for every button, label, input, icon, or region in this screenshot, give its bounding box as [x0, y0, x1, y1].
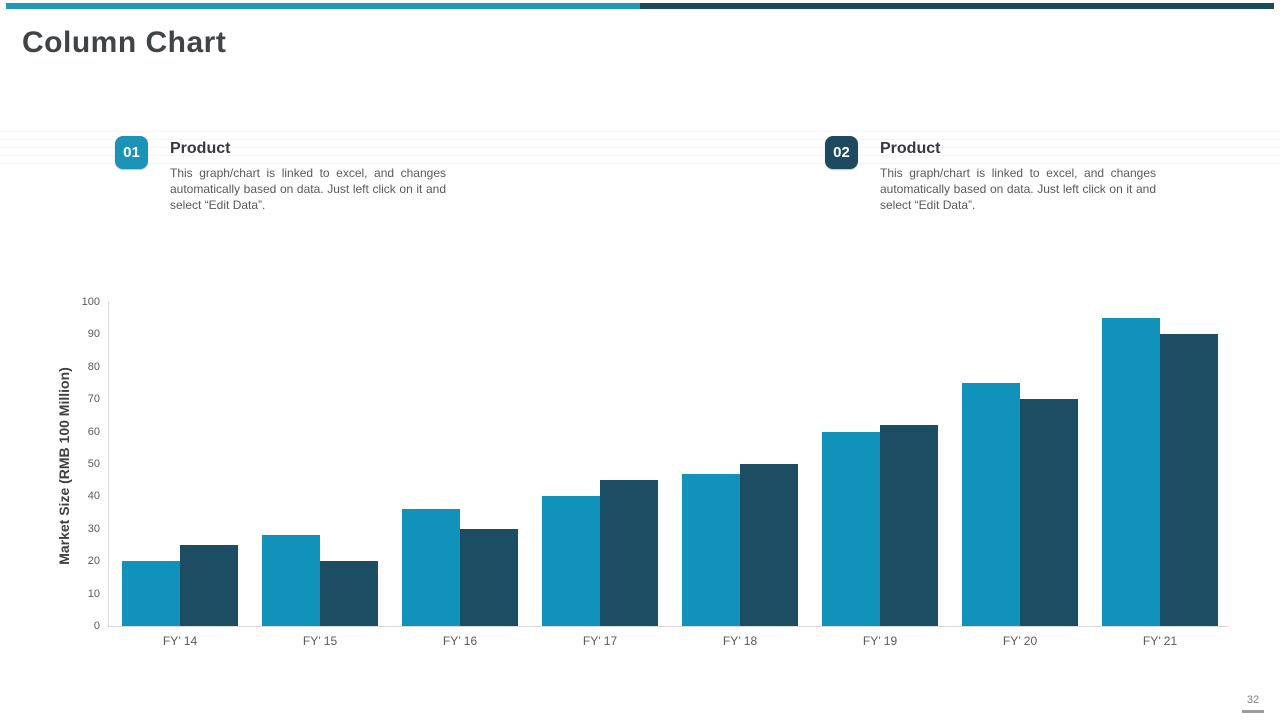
bar-series-1-FY14 [122, 561, 180, 626]
y-tick-label: 10 [87, 587, 100, 600]
bar-series-1-FY19 [822, 432, 880, 626]
y-tick-label: 80 [87, 360, 100, 373]
y-tick-label: 0 [93, 620, 100, 632]
bar-series-2-FY19 [880, 425, 938, 626]
callout-2-number-badge: 02 [825, 136, 858, 169]
bar-series-2-FY18 [740, 464, 798, 626]
y-tick-label: 60 [87, 425, 100, 438]
bar-series-1-FY20 [962, 383, 1020, 626]
page-number-text: 32 [1246, 694, 1260, 706]
x-axis-label: FY’ 21 [1142, 634, 1178, 648]
bar-series-1-FY17 [542, 496, 600, 626]
y-tick-label: 50 [87, 458, 100, 470]
y-tick-label: 70 [87, 393, 100, 406]
callout-1-title: Product [170, 140, 231, 157]
x-axis-label: FY’ 17 [582, 634, 618, 648]
page-number-underline [1242, 710, 1264, 713]
bar-series-1-FY16 [402, 509, 460, 626]
page-number: 32 [1242, 690, 1264, 713]
column-chart: Market Size (RMB 100 Million) FY’ 14 FY’ … [0, 290, 1280, 675]
bar-series-2-FY15 [320, 561, 378, 626]
x-axis-label: FY’ 19 [862, 634, 898, 648]
bar-series-2-FY16 [460, 529, 518, 626]
page-title: Column Chart [22, 26, 227, 59]
bar-series-2-FY14 [180, 545, 238, 626]
x-axis-label: FY’ 18 [722, 634, 758, 648]
background-stripes [0, 131, 1280, 171]
y-tick-label: 30 [87, 522, 100, 535]
bar-series-1-FY15 [262, 535, 320, 626]
top-accent-bar-right [640, 3, 1274, 9]
bar-series-2-FY20 [1020, 399, 1078, 626]
x-axis-label: FY’ 15 [302, 634, 338, 648]
y-tick-label: 40 [87, 490, 100, 503]
bar-series-2-FY21 [1160, 334, 1218, 626]
callout-2-body: This graph/chart is linked to excel, and… [880, 166, 1156, 212]
y-tick-label: 90 [87, 328, 100, 341]
bar-series-1-FY21 [1102, 318, 1160, 626]
y-tick-label: 100 [81, 296, 100, 308]
top-accent-bar-left [6, 3, 640, 9]
bar-series-2-FY17 [600, 480, 658, 626]
bar-series-1-FY18 [682, 474, 740, 626]
plot-area: FY’ 14 FY’ 15 FY’ 16 FY’ 17 FY’ 18 FY’ 19 FY’ … [108, 302, 1229, 648]
x-axis-label: FY’ 16 [442, 634, 478, 648]
callout-2-title: Product [880, 140, 941, 157]
callout-1-number-badge: 01 [115, 136, 148, 169]
x-axis-label: FY’ 20 [1002, 634, 1038, 648]
x-axis-label: FY’ 14 [162, 634, 198, 648]
callout-1-body: This graph/chart is linked to excel, and… [170, 166, 446, 212]
y-tick-label: 20 [87, 555, 100, 568]
